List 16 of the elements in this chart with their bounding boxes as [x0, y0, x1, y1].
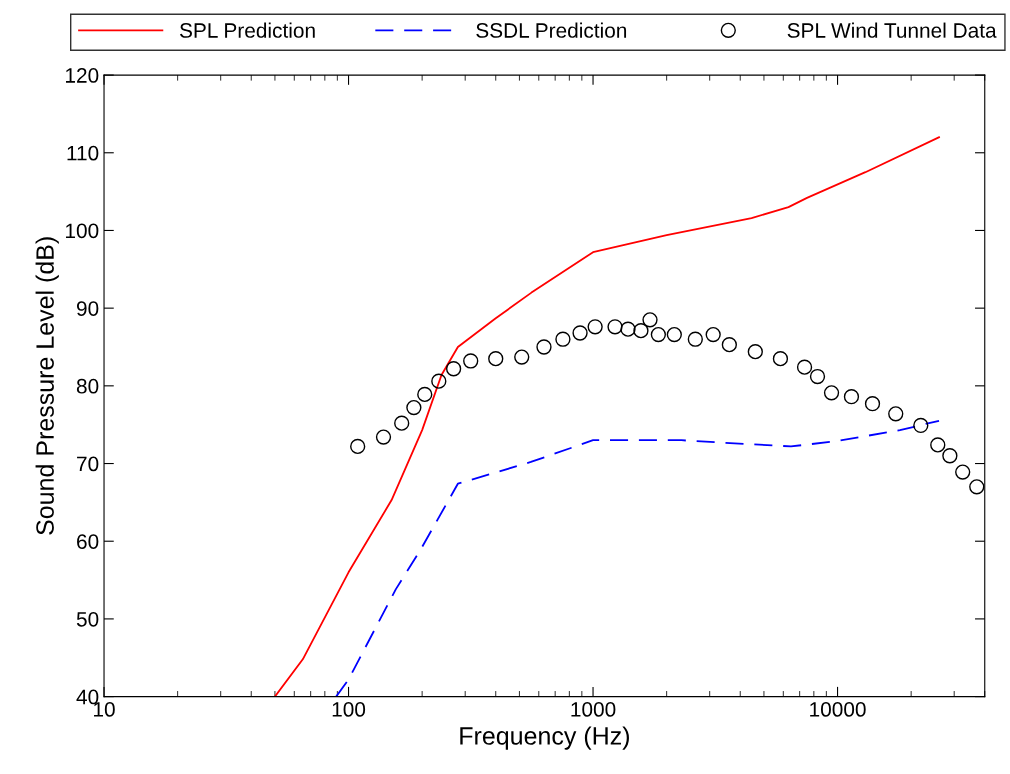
y-tick-label: 80: [76, 378, 99, 394]
text: SPL Wind Tunnel Data: [787, 22, 997, 38]
x-tick-label: 100: [332, 702, 366, 717]
y-tick-label: 120: [66, 68, 99, 83]
y-tick-label: 70: [77, 456, 99, 472]
legend-label: SPL Prediction: [179, 22, 315, 38]
y-tick-label: 100: [66, 223, 99, 239]
y-tick-label: 50: [76, 611, 99, 627]
legend-label: SSDL Prediction: [476, 22, 627, 38]
x-tick-label: 1000: [571, 702, 616, 717]
y-tick-label: 90: [76, 301, 99, 316]
x-axis-title: Frequency (Hz): [460, 726, 629, 750]
y-tick-label: 110: [67, 145, 99, 161]
y-tick-label: 60: [77, 534, 99, 549]
x-tick-label: 10000: [810, 702, 866, 717]
y-axis-title: Sound Pressure Level (dB): [35, 237, 59, 535]
